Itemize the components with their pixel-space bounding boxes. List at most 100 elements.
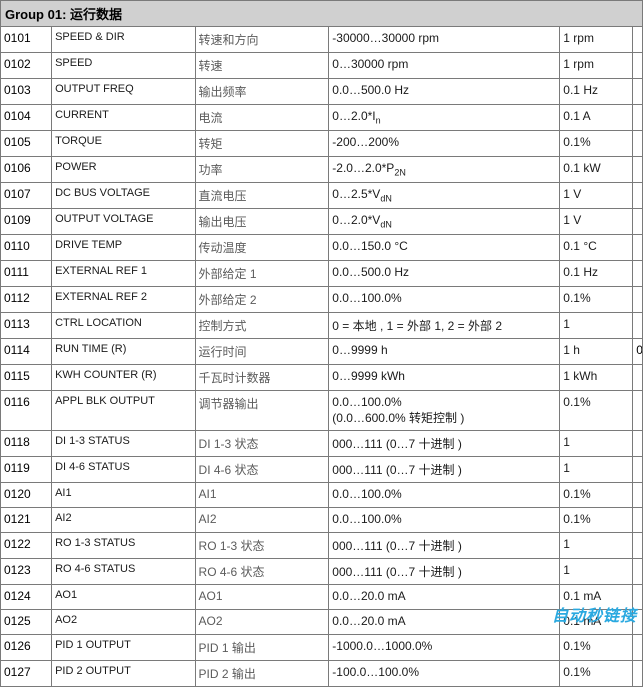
param-code: 0122 xyxy=(1,533,52,559)
param-code: 0124 xyxy=(1,585,52,610)
param-code: 0102 xyxy=(1,53,52,79)
param-name-cn: AI1 xyxy=(195,483,329,508)
param-unit: 1 kWh xyxy=(560,365,633,391)
param-trail xyxy=(633,483,643,508)
param-name-en: EXTERNAL REF 1 xyxy=(52,261,195,287)
param-trail xyxy=(633,287,643,313)
param-range: -30000…30000 rpm xyxy=(329,27,560,53)
param-trail xyxy=(633,585,643,610)
table-row: 0101SPEED & DIR转速和方向-30000…30000 rpm1 rp… xyxy=(1,27,643,53)
param-code: 0112 xyxy=(1,287,52,313)
param-range: 0.0…20.0 mA xyxy=(329,610,560,635)
param-range: -1000.0…1000.0% xyxy=(329,635,560,661)
param-name-en: SPEED & DIR xyxy=(52,27,195,53)
param-unit: 0.1 Hz xyxy=(560,261,633,287)
param-name-en: RUN TIME (R) xyxy=(52,339,195,365)
table-row: 0110DRIVE TEMP传动温度0.0…150.0 °C0.1 °C xyxy=(1,235,643,261)
param-code: 0116 xyxy=(1,391,52,431)
param-name-cn: 运行时间 xyxy=(195,339,329,365)
param-trail xyxy=(633,457,643,483)
table-row: 0102SPEED转速0…30000 rpm1 rpm xyxy=(1,53,643,79)
param-trail xyxy=(633,365,643,391)
param-range: 0.0…500.0 Hz xyxy=(329,261,560,287)
param-name-cn: 直流电压 xyxy=(195,183,329,209)
table-row: 0105TORQUE转矩-200…200%0.1% xyxy=(1,131,643,157)
param-name-cn: 控制方式 xyxy=(195,313,329,339)
param-name-en: RO 4-6 STATUS xyxy=(52,559,195,585)
param-trail xyxy=(633,79,643,105)
param-unit: 0.1 kW xyxy=(560,157,633,183)
param-trail xyxy=(633,635,643,661)
param-name-cn: 输出频率 xyxy=(195,79,329,105)
param-code: 0118 xyxy=(1,431,52,457)
param-name-en: POWER xyxy=(52,157,195,183)
param-range: 0…9999 h xyxy=(329,339,560,365)
group-header: Group 01: 运行数据 xyxy=(0,0,643,26)
param-trail xyxy=(633,508,643,533)
param-unit: 0.1% xyxy=(560,287,633,313)
param-trail xyxy=(633,27,643,53)
param-range: 0.0…100.0% xyxy=(329,483,560,508)
param-range: 000…111 (0…7 十进制 ) xyxy=(329,457,560,483)
param-name-en: AI1 xyxy=(52,483,195,508)
param-unit: 0.1 °C xyxy=(560,235,633,261)
table-row: 0124AO1AO10.0…20.0 mA0.1 mA xyxy=(1,585,643,610)
table-row: 0113CTRL LOCATION控制方式0 = 本地 , 1 = 外部 1, … xyxy=(1,313,643,339)
table-row: 0107DC BUS VOLTAGE直流电压0…2.5*VdN1 V xyxy=(1,183,643,209)
param-name-cn: AI2 xyxy=(195,508,329,533)
table-row: 0120AI1AI10.0…100.0%0.1% xyxy=(1,483,643,508)
param-unit: 0.1% xyxy=(560,391,633,431)
param-code: 0111 xyxy=(1,261,52,287)
param-name-en: CTRL LOCATION xyxy=(52,313,195,339)
table-row: 0122RO 1-3 STATUSRO 1-3 状态000…111 (0…7 十… xyxy=(1,533,643,559)
param-code: 0123 xyxy=(1,559,52,585)
param-unit: 1 V xyxy=(560,209,633,235)
param-trail xyxy=(633,431,643,457)
param-range: 0.0…100.0% xyxy=(329,287,560,313)
param-name-cn: 千瓦时计数器 xyxy=(195,365,329,391)
param-name-cn: 外部给定 2 xyxy=(195,287,329,313)
param-name-cn: DI 1-3 状态 xyxy=(195,431,329,457)
table-row: 0126PID 1 OUTPUTPID 1 输出-1000.0…1000.0%0… xyxy=(1,635,643,661)
param-name-en: RO 1-3 STATUS xyxy=(52,533,195,559)
param-name-en: PID 1 OUTPUT xyxy=(52,635,195,661)
param-range: 0.0…500.0 Hz xyxy=(329,79,560,105)
param-range: 0.0…150.0 °C xyxy=(329,235,560,261)
param-unit: 0.1 mA xyxy=(560,610,633,635)
param-name-en: KWH COUNTER (R) xyxy=(52,365,195,391)
param-name-en: CURRENT xyxy=(52,105,195,131)
param-range: 0.0…100.0% xyxy=(329,508,560,533)
param-name-cn: 功率 xyxy=(195,157,329,183)
param-code: 0105 xyxy=(1,131,52,157)
param-name-en: AO1 xyxy=(52,585,195,610)
param-trail xyxy=(633,53,643,79)
table-row: 0118DI 1-3 STATUSDI 1-3 状态000…111 (0…7 十… xyxy=(1,431,643,457)
param-name-cn: DI 4-6 状态 xyxy=(195,457,329,483)
table-row: 0127PID 2 OUTPUTPID 2 输出-100.0…100.0%0.1… xyxy=(1,661,643,687)
param-name-cn: 传动温度 xyxy=(195,235,329,261)
param-code: 0115 xyxy=(1,365,52,391)
param-code: 0104 xyxy=(1,105,52,131)
param-name-cn: 转速和方向 xyxy=(195,27,329,53)
param-code: 0126 xyxy=(1,635,52,661)
param-unit: 1 xyxy=(560,313,633,339)
param-trail xyxy=(633,391,643,431)
param-unit: 1 h xyxy=(560,339,633,365)
table-row: 0111EXTERNAL REF 1外部给定 10.0…500.0 Hz0.1 … xyxy=(1,261,643,287)
table-row: 0103OUTPUT FREQ输出频率0.0…500.0 Hz0.1 Hz xyxy=(1,79,643,105)
param-code: 0113 xyxy=(1,313,52,339)
param-code: 0106 xyxy=(1,157,52,183)
table-row: 0109OUTPUT VOLTAGE输出电压0…2.0*VdN1 V xyxy=(1,209,643,235)
param-unit: 0.1% xyxy=(560,483,633,508)
param-name-en: OUTPUT VOLTAGE xyxy=(52,209,195,235)
param-trail xyxy=(633,235,643,261)
param-unit: 0.1% xyxy=(560,508,633,533)
parameter-table: 0101SPEED & DIR转速和方向-30000…30000 rpm1 rp… xyxy=(0,26,643,687)
param-unit: 1 xyxy=(560,457,633,483)
param-code: 0119 xyxy=(1,457,52,483)
param-name-cn: 转速 xyxy=(195,53,329,79)
param-unit: 0.1% xyxy=(560,661,633,687)
param-name-cn: 调节器输出 xyxy=(195,391,329,431)
param-trail xyxy=(633,610,643,635)
param-code: 0110 xyxy=(1,235,52,261)
